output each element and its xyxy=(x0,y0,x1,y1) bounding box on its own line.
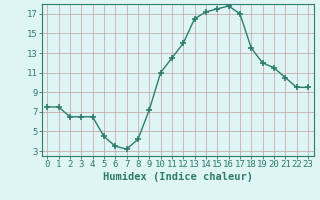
X-axis label: Humidex (Indice chaleur): Humidex (Indice chaleur) xyxy=(103,172,252,182)
